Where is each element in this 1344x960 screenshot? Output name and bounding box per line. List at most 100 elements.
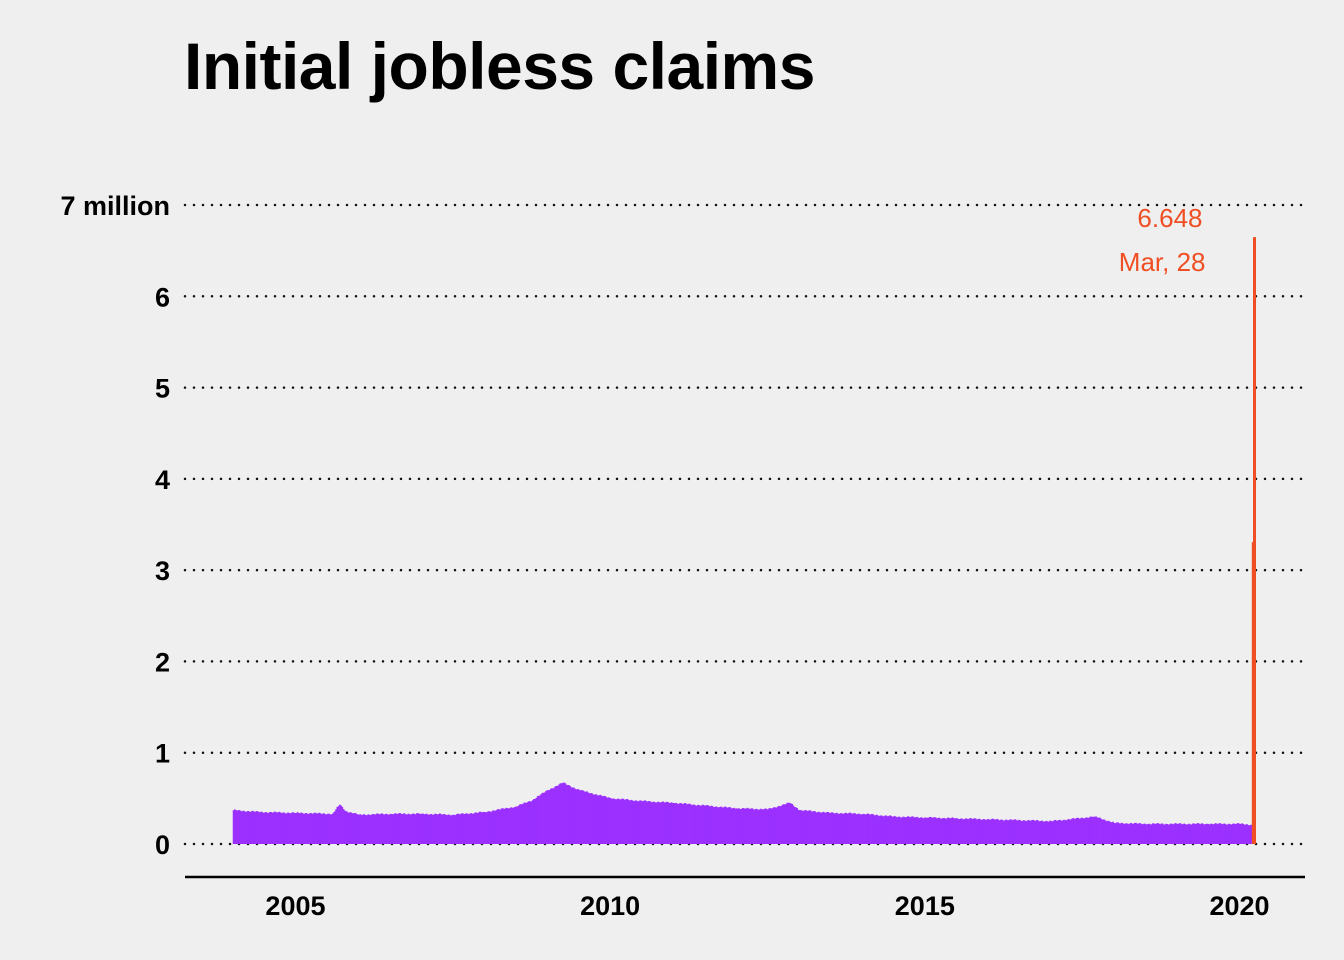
- bar: [1148, 823, 1151, 844]
- bar: [525, 802, 528, 844]
- bar: [1143, 823, 1146, 844]
- bar: [589, 793, 592, 844]
- bar: [654, 802, 657, 844]
- bar: [837, 813, 839, 844]
- bar: [1015, 820, 1018, 844]
- bar: [857, 813, 860, 844]
- bar: [1164, 824, 1166, 844]
- bar: [452, 814, 455, 844]
- bar: [1185, 824, 1188, 844]
- bar: [385, 813, 388, 844]
- bar: [1238, 824, 1241, 844]
- bar: [674, 803, 677, 844]
- bar: [832, 812, 835, 844]
- bar: [745, 808, 748, 844]
- bar: [616, 798, 619, 844]
- bar: [1120, 822, 1123, 844]
- bar: [575, 789, 578, 844]
- bar: [632, 800, 634, 844]
- bar: [414, 814, 417, 844]
- bar: [1036, 820, 1038, 844]
- bar: [1049, 820, 1052, 844]
- bar: [902, 816, 905, 844]
- bar: [1200, 823, 1203, 844]
- bar: [408, 814, 411, 844]
- bar: [855, 814, 858, 844]
- bar: [911, 816, 914, 844]
- bar: [923, 817, 926, 844]
- bar: [593, 794, 596, 844]
- bar: [962, 819, 965, 844]
- bar: [954, 818, 956, 844]
- bar: [457, 813, 459, 844]
- bar: [907, 816, 909, 844]
- bar: [390, 813, 393, 844]
- bar: [604, 796, 607, 844]
- bar: [1168, 824, 1171, 844]
- bar: [235, 810, 237, 844]
- bar: [442, 814, 445, 844]
- bar: [1067, 819, 1070, 844]
- bar: [349, 812, 352, 844]
- bar: [424, 813, 427, 844]
- bar: [840, 813, 843, 844]
- bar: [1236, 823, 1239, 844]
- bar: [972, 818, 975, 844]
- x-tick-label: 2010: [580, 891, 640, 921]
- bar: [885, 815, 888, 844]
- bar: [584, 791, 587, 844]
- bar: [904, 817, 907, 844]
- bar: [945, 818, 948, 844]
- bar: [340, 805, 342, 844]
- bar: [740, 808, 743, 844]
- bar: [717, 807, 720, 844]
- annotation-value: 6.648: [1137, 203, 1202, 233]
- bar: [1173, 823, 1176, 844]
- bar: [499, 809, 502, 844]
- bar: [537, 795, 540, 844]
- bar: [587, 792, 590, 844]
- bar: [393, 813, 395, 844]
- bar: [975, 819, 978, 844]
- bar: [262, 812, 265, 844]
- bar: [799, 810, 802, 844]
- bar: [404, 813, 406, 844]
- bar: [276, 812, 278, 844]
- bar: [621, 798, 623, 844]
- bar: [671, 803, 674, 844]
- bar: [1008, 819, 1011, 844]
- bar: [484, 812, 487, 844]
- bar: [475, 812, 478, 844]
- bar: [533, 799, 535, 844]
- bar: [623, 799, 626, 844]
- bar: [1039, 820, 1042, 844]
- bar: [1171, 823, 1174, 844]
- bar: [401, 814, 404, 844]
- bar: [548, 789, 551, 844]
- bar: [559, 783, 562, 844]
- bar: [917, 818, 920, 844]
- bar: [540, 794, 543, 844]
- bar: [1194, 824, 1196, 844]
- bar: [603, 795, 605, 844]
- bar: [1214, 823, 1217, 844]
- bar: [582, 790, 585, 844]
- bar: [1043, 821, 1046, 844]
- bar: [980, 820, 983, 844]
- bar: [931, 817, 934, 844]
- bar: [951, 817, 954, 844]
- bar: [545, 791, 547, 844]
- bar: [967, 819, 970, 844]
- bar: [506, 807, 509, 844]
- bar: [676, 803, 679, 844]
- bar: [999, 819, 1002, 844]
- bar: [580, 790, 582, 844]
- bar: [1063, 819, 1066, 844]
- bar: [724, 806, 727, 844]
- bar: [1066, 819, 1069, 844]
- bar: [729, 807, 732, 844]
- bar: [1038, 821, 1041, 844]
- bar: [891, 816, 894, 844]
- bar: [1241, 823, 1244, 844]
- bar: [987, 819, 990, 844]
